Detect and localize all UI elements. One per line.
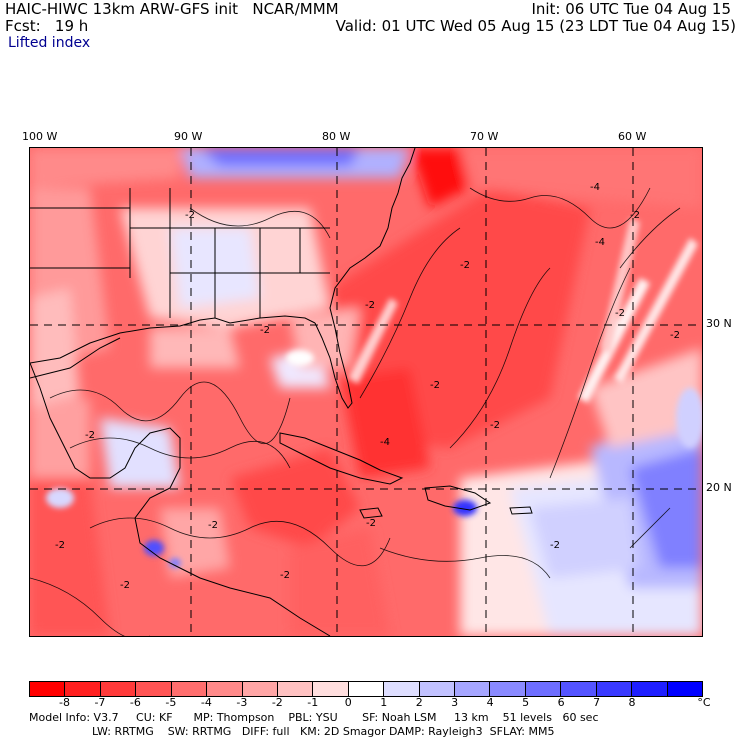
colorbar-tick-label: 0 [344,696,352,709]
contour-label: -2 [630,210,640,221]
colorbar-swatch [277,682,314,696]
colorbar-tick-label: -1 [307,696,319,709]
colorbar-tick-label: 1 [380,696,388,709]
contour-label: -2 [490,420,500,431]
contours [30,187,681,636]
colorbar-unit: °C [697,696,711,709]
colorbar-swatch [596,682,633,696]
contour-label: -2 [615,308,625,319]
hispaniola [424,485,492,511]
colorbar-swatch [419,682,456,696]
puerto-rico [509,506,533,515]
init-time: Init: 06 UTC Tue 04 Aug 15 [531,0,731,18]
colorbar-swatch [667,682,703,696]
field-details [46,218,702,568]
contour-label: -2 [670,330,680,341]
field-shading [30,148,702,636]
contour-label: -4 [380,437,390,448]
forecast-hour: Fcst: 19 h [5,17,89,35]
contour-label: -2 [550,540,560,551]
lon-label-80w: 80 W [322,130,351,143]
colorbar-swatch [100,682,137,696]
colorbar-swatch [30,682,66,696]
colorbar-swatch [384,682,420,696]
colorbar-tick-label: 3 [451,696,459,709]
colorbar-swatch [207,682,243,696]
contour-label: -2 [185,210,195,221]
mexico-border [30,337,121,379]
contour-label: -2 [366,518,376,529]
contour-label: -4 [595,237,605,248]
yucatan-central-america [134,487,331,636]
contour-label: -4 [590,182,600,193]
model-info-line2: LW: RRTMG SW: RRTMG DIFF: full KM: 2D Sm… [29,725,555,738]
contour-label: -2 [460,260,470,271]
colorbar-swatch [632,682,668,696]
colorbar-tick-label: -8 [58,696,70,709]
colorbar-tick-label: 4 [486,696,494,709]
colorbar-swatch [313,682,349,696]
field-name: Lifted index [8,35,91,51]
colorbar-tick-label: 8 [628,696,636,709]
lat-label-30n: 30 N [706,317,732,330]
colorbar-swatch [136,682,172,696]
cuba [279,432,404,485]
colorbar-tick-label: -3 [236,696,248,709]
valid-time: Valid: 01 UTC Wed 05 Aug 15 (23 LDT Tue … [335,17,736,35]
colorbar-tick-label: -2 [271,696,283,709]
contour-label: -2 [280,570,290,581]
colorbar-tick-label: -5 [165,696,177,709]
lon-label-90w: 90 W [174,130,203,143]
lifted-index-map: -2 -2 -2 -2 -4 -4 -4 -2 -2 -2 -2 -2 -2 -… [29,147,703,637]
colorbar-swatch [490,682,526,696]
jamaica [359,507,383,519]
contour-label: -2 [120,580,130,591]
colorbar-swatch [171,682,208,696]
contour-label: -2 [365,300,375,311]
colorbar-swatch [525,682,562,696]
lon-label-70w: 70 W [470,130,499,143]
colorbar-tick-label: 6 [557,696,565,709]
contour-labels: -2 -2 -2 -2 -4 -4 -4 -2 -2 -2 -2 -2 -2 -… [55,182,680,591]
contour-label: -2 [208,520,218,531]
colorbar-swatch [348,682,385,696]
contour-label: -2 [430,380,440,391]
colorbar-swatch [561,682,597,696]
colorbar-tick-label: -4 [200,696,212,709]
colorbar-swatch [242,682,278,696]
colorbar-tick-label: -6 [129,696,141,709]
florida-peninsula [314,148,416,409]
lat-lon-grid [30,148,702,636]
state-borders [30,188,330,318]
colorbar-tick-label: 5 [522,696,530,709]
lon-label-100w: 100 W [22,130,58,143]
colorbar-swatch [65,682,101,696]
colorbar [29,681,703,697]
colorbar-tick-label: -7 [94,696,106,709]
colorbar-tick-label: 7 [593,696,601,709]
coastlines [30,148,533,636]
title-line: HAIC-HIWC 13km ARW-GFS init NCAR/MMM [5,0,339,18]
model-info-line1: Model Info: V3.7 CU: KF MP: Thompson PBL… [29,711,599,724]
lon-label-60w: 60 W [618,130,647,143]
us-gulf-coast [30,315,316,364]
colorbar-swatch [455,682,491,696]
contour-label: -2 [85,430,95,441]
contour-label: -2 [55,540,65,551]
mexico-gulf-coast [30,362,181,489]
contour-label: -2 [260,325,270,336]
lat-label-20n: 20 N [706,481,732,494]
colorbar-tick-label: 2 [415,696,423,709]
